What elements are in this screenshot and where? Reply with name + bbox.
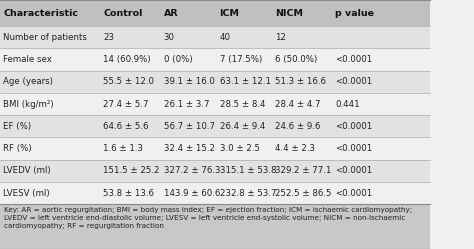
Text: 26.4 ± 9.4: 26.4 ± 9.4 — [219, 122, 265, 131]
Text: 0.441: 0.441 — [335, 100, 360, 109]
Text: 143.9 ± 60.6: 143.9 ± 60.6 — [164, 188, 220, 197]
Bar — [0, 115, 429, 137]
Text: 64.6 ± 5.6: 64.6 ± 5.6 — [103, 122, 148, 131]
Bar — [0, 137, 429, 160]
Text: p value: p value — [335, 8, 374, 17]
Bar — [0, 48, 429, 71]
Text: 327.2 ± 76.3: 327.2 ± 76.3 — [164, 166, 220, 175]
Text: 56.7 ± 10.7: 56.7 ± 10.7 — [164, 122, 215, 131]
Bar — [0, 26, 429, 48]
Text: 32.4 ± 15.2: 32.4 ± 15.2 — [164, 144, 215, 153]
Text: 23: 23 — [103, 33, 114, 42]
Text: 40: 40 — [219, 33, 230, 42]
Bar — [0, 71, 429, 93]
Text: 24.6 ± 9.6: 24.6 ± 9.6 — [275, 122, 321, 131]
Text: 28.5 ± 8.4: 28.5 ± 8.4 — [219, 100, 265, 109]
Text: LVESV (ml): LVESV (ml) — [3, 188, 50, 197]
Text: 329.2 ± 77.1: 329.2 ± 77.1 — [275, 166, 332, 175]
Text: <0.0001: <0.0001 — [335, 188, 372, 197]
Text: 26.1 ± 3.7: 26.1 ± 3.7 — [164, 100, 209, 109]
Text: <0.0001: <0.0001 — [335, 77, 372, 86]
Text: RF (%): RF (%) — [3, 144, 32, 153]
Text: 39.1 ± 16.0: 39.1 ± 16.0 — [164, 77, 215, 86]
Text: BMI (kg/m²): BMI (kg/m²) — [3, 100, 54, 109]
Text: 252.5 ± 86.5: 252.5 ± 86.5 — [275, 188, 332, 197]
Bar — [0, 204, 429, 249]
Bar — [0, 0, 429, 26]
Text: 315.1 ± 53.8: 315.1 ± 53.8 — [219, 166, 276, 175]
Text: 232.8 ± 53.7: 232.8 ± 53.7 — [219, 188, 276, 197]
Text: Number of patients: Number of patients — [3, 33, 87, 42]
Text: 3.0 ± 2.5: 3.0 ± 2.5 — [219, 144, 259, 153]
Text: NICM: NICM — [275, 8, 303, 17]
Text: Control: Control — [103, 8, 143, 17]
Text: 28.4 ± 4.7: 28.4 ± 4.7 — [275, 100, 321, 109]
Text: LVEDV (ml): LVEDV (ml) — [3, 166, 51, 175]
Text: Characteristic: Characteristic — [3, 8, 78, 17]
Bar — [0, 182, 429, 204]
Text: 53.8 ± 13.6: 53.8 ± 13.6 — [103, 188, 154, 197]
Text: 51.3 ± 16.6: 51.3 ± 16.6 — [275, 77, 326, 86]
Text: Key: AR = aortic regurgitation; BMI = body mass index; EF = ejection fraction; I: Key: AR = aortic regurgitation; BMI = bo… — [4, 207, 412, 229]
Text: 12: 12 — [275, 33, 286, 42]
Bar — [0, 93, 429, 115]
Text: 6 (50.0%): 6 (50.0%) — [275, 55, 318, 64]
Text: 4.4 ± 2.3: 4.4 ± 2.3 — [275, 144, 315, 153]
Text: 7 (17.5%): 7 (17.5%) — [219, 55, 262, 64]
Text: 0 (0%): 0 (0%) — [164, 55, 192, 64]
Text: <0.0001: <0.0001 — [335, 166, 372, 175]
Text: 30: 30 — [164, 33, 174, 42]
Text: 151.5 ± 25.2: 151.5 ± 25.2 — [103, 166, 160, 175]
Text: <0.0001: <0.0001 — [335, 55, 372, 64]
Text: 27.4 ± 5.7: 27.4 ± 5.7 — [103, 100, 148, 109]
Text: Female sex: Female sex — [3, 55, 52, 64]
Text: <0.0001: <0.0001 — [335, 144, 372, 153]
Text: EF (%): EF (%) — [3, 122, 32, 131]
Text: 63.1 ± 12.1: 63.1 ± 12.1 — [219, 77, 271, 86]
Text: Age (years): Age (years) — [3, 77, 53, 86]
Bar — [0, 160, 429, 182]
Text: AR: AR — [164, 8, 178, 17]
Text: 14 (60.9%): 14 (60.9%) — [103, 55, 151, 64]
Text: ICM: ICM — [219, 8, 239, 17]
Text: 1.6 ± 1.3: 1.6 ± 1.3 — [103, 144, 143, 153]
Text: 55.5 ± 12.0: 55.5 ± 12.0 — [103, 77, 154, 86]
Text: <0.0001: <0.0001 — [335, 122, 372, 131]
